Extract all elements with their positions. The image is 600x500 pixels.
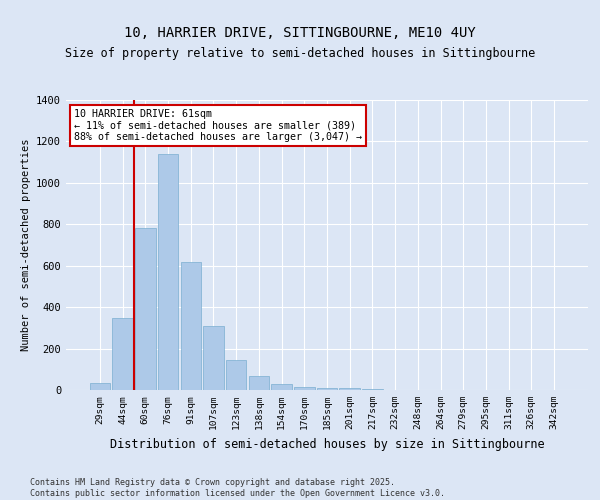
Bar	[203, 326, 224, 390]
Bar	[248, 376, 269, 390]
Bar	[317, 388, 337, 390]
Bar	[226, 360, 247, 390]
Bar	[294, 387, 314, 390]
X-axis label: Distribution of semi-detached houses by size in Sittingbourne: Distribution of semi-detached houses by …	[110, 438, 544, 450]
Bar	[340, 388, 360, 390]
Text: Size of property relative to semi-detached houses in Sittingbourne: Size of property relative to semi-detach…	[65, 47, 535, 60]
Text: 10 HARRIER DRIVE: 61sqm
← 11% of semi-detached houses are smaller (389)
88% of s: 10 HARRIER DRIVE: 61sqm ← 11% of semi-de…	[74, 108, 362, 142]
Y-axis label: Number of semi-detached properties: Number of semi-detached properties	[20, 138, 31, 352]
Text: Contains HM Land Registry data © Crown copyright and database right 2025.
Contai: Contains HM Land Registry data © Crown c…	[30, 478, 445, 498]
Bar	[271, 384, 292, 390]
Text: 10, HARRIER DRIVE, SITTINGBOURNE, ME10 4UY: 10, HARRIER DRIVE, SITTINGBOURNE, ME10 4…	[124, 26, 476, 40]
Bar	[158, 154, 178, 390]
Bar	[181, 262, 201, 390]
Bar	[90, 383, 110, 390]
Bar	[112, 318, 133, 390]
Bar	[135, 228, 155, 390]
